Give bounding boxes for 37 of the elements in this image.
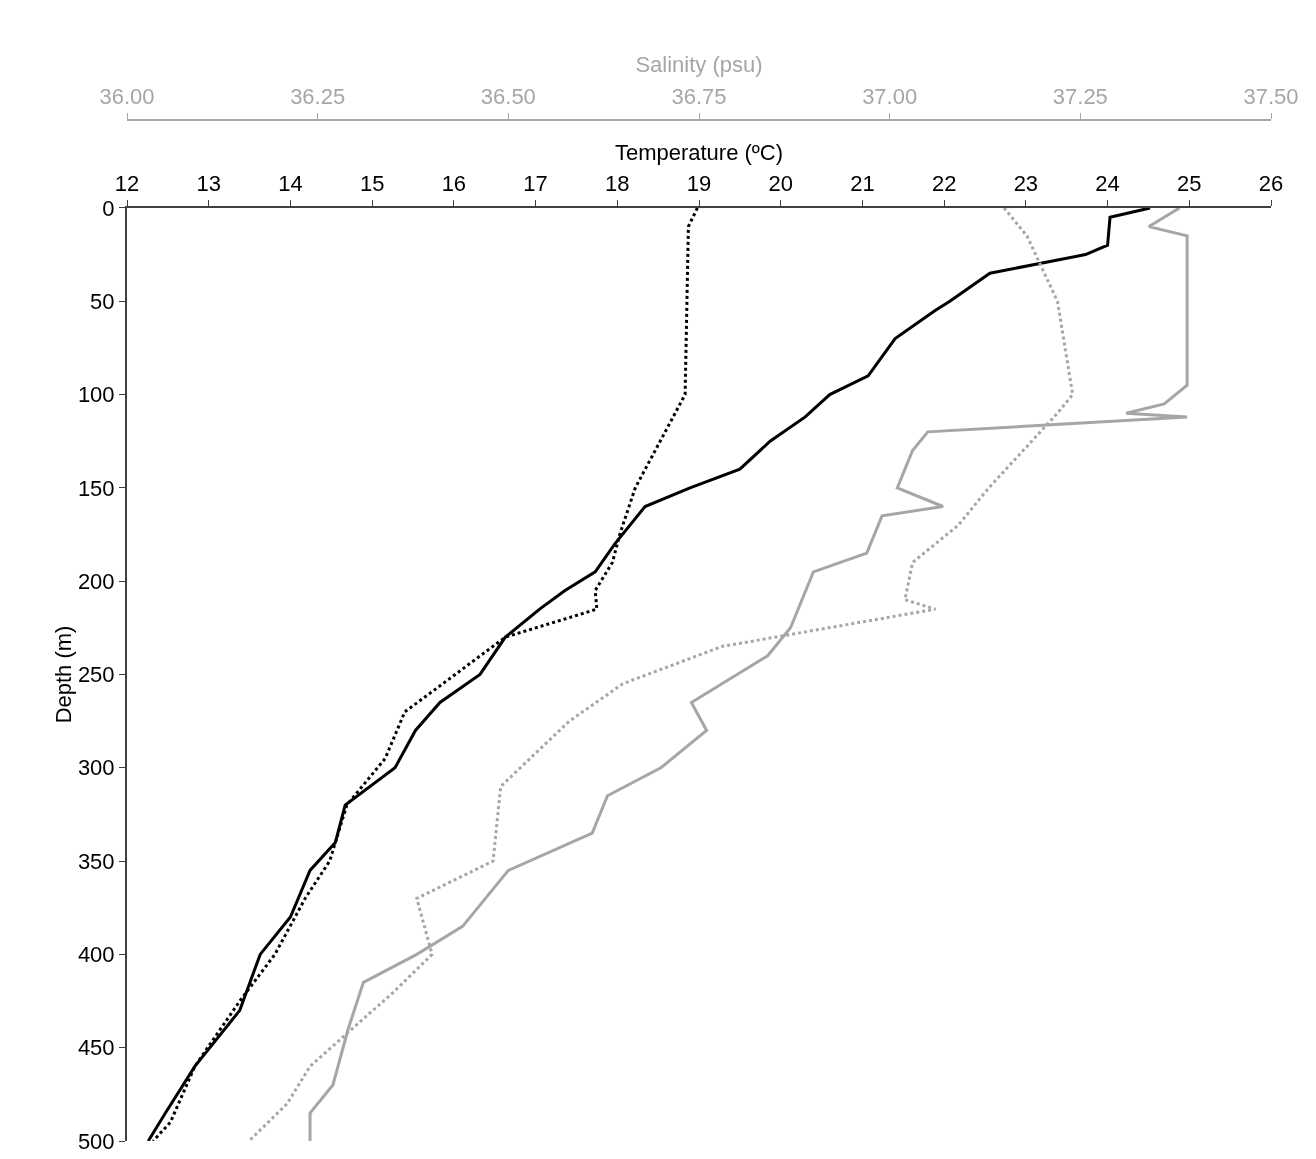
x-tick-label: 12: [114, 171, 140, 197]
y-tick-label: 350: [77, 848, 115, 874]
x-tick-label: 22: [931, 171, 957, 197]
x-tick-label: 25: [1177, 171, 1202, 197]
x-tick-label: 13: [196, 171, 221, 197]
x2-tick-label: 36.50: [480, 83, 536, 109]
y-tick-label: 50: [90, 288, 115, 314]
y-axis-title: Depth (m): [50, 625, 76, 724]
x-tick-label: 14: [278, 171, 303, 197]
x-tick-label: 19: [686, 171, 712, 197]
y-tick-label: 150: [77, 475, 115, 501]
x-axis-title: Temperature (ºC): [614, 140, 784, 166]
y-tick-label: 0: [102, 195, 115, 221]
x-tick-label: 20: [768, 171, 793, 197]
y-tick-label: 300: [77, 755, 115, 781]
y-tick-label: 200: [77, 568, 115, 594]
x-tick-label: 23: [1013, 171, 1039, 197]
line-series: [146, 207, 1152, 1141]
x2-tick-label: 37.00: [862, 83, 918, 109]
x-tick-label: 18: [605, 171, 630, 197]
x2-tick-label: 37.50: [1243, 83, 1299, 109]
y-tick-label: 400: [77, 942, 115, 968]
x-tick-label: 21: [850, 171, 875, 197]
x2-tick-label: 36.25: [290, 83, 346, 109]
x-tick-label: 16: [441, 171, 467, 197]
x-tick-label: 17: [523, 171, 548, 197]
x-tick-label: 15: [359, 171, 385, 197]
y-tick-label: 100: [77, 382, 115, 408]
x-tick-label: 26: [1258, 171, 1284, 197]
x-tick-label: 24: [1095, 171, 1120, 197]
x2-tick-label: 37.25: [1052, 83, 1108, 109]
y-tick-label: 500: [77, 1128, 115, 1154]
x2-axis-title: Salinity (psu): [635, 52, 763, 78]
x2-tick-label: 36.00: [99, 83, 155, 109]
y-tick-label: 450: [77, 1035, 115, 1061]
y-tick-label: 250: [77, 662, 115, 688]
x2-tick-label: 36.75: [671, 83, 727, 109]
